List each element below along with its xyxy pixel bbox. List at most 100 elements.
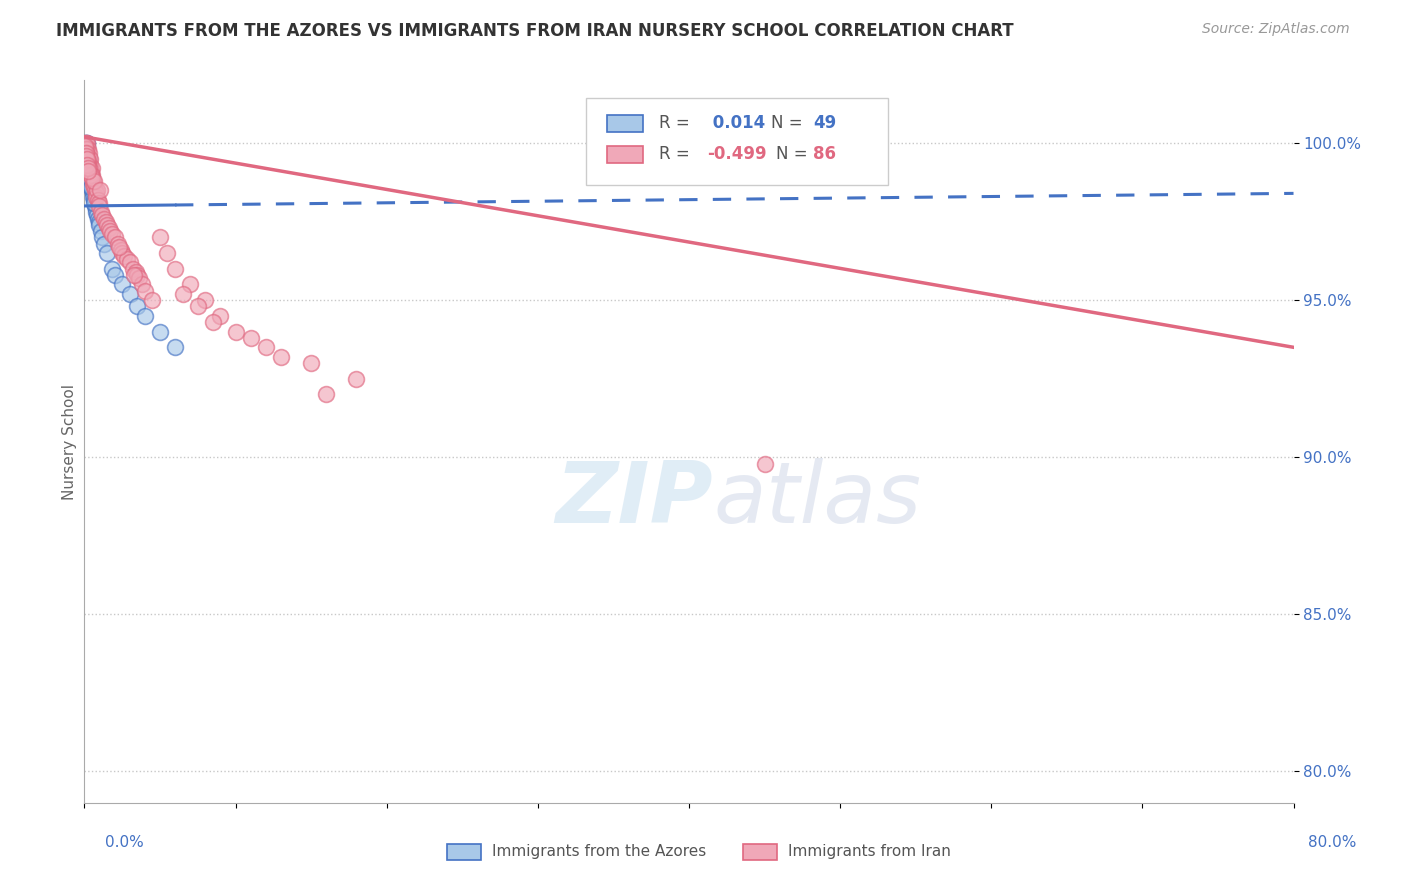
Point xyxy=(87,211,110,226)
Point xyxy=(82,174,104,188)
Text: Immigrants from Iran: Immigrants from Iran xyxy=(789,844,950,859)
Text: N =: N = xyxy=(776,145,813,163)
Point xyxy=(80,168,103,182)
Point xyxy=(76,136,98,150)
Point xyxy=(82,177,104,191)
Point xyxy=(76,142,98,156)
Point xyxy=(96,246,118,260)
Text: 80.0%: 80.0% xyxy=(1309,836,1357,850)
Point xyxy=(201,315,224,329)
Point xyxy=(239,331,262,345)
Point xyxy=(89,183,111,197)
Point xyxy=(77,149,100,163)
Point xyxy=(79,161,101,176)
Point xyxy=(79,170,101,185)
Point xyxy=(96,218,118,232)
Text: Immigrants from the Azores: Immigrants from the Azores xyxy=(492,844,706,859)
Point xyxy=(179,277,201,292)
Point xyxy=(165,261,187,276)
Point xyxy=(82,170,104,185)
Point xyxy=(128,271,150,285)
Point xyxy=(84,183,107,197)
Point xyxy=(165,340,187,354)
Point xyxy=(194,293,217,308)
Point xyxy=(94,214,117,228)
Point xyxy=(93,211,115,226)
Point xyxy=(82,186,104,201)
Point xyxy=(83,195,105,210)
Point xyxy=(80,168,103,182)
Point xyxy=(80,180,103,194)
Point xyxy=(79,168,101,182)
Y-axis label: Nursery School: Nursery School xyxy=(62,384,77,500)
Point xyxy=(91,230,114,244)
Text: R =: R = xyxy=(659,114,695,132)
Point xyxy=(76,158,98,172)
Point xyxy=(79,164,101,178)
Point xyxy=(90,205,112,219)
Point xyxy=(111,277,134,292)
Point xyxy=(115,252,138,267)
Point xyxy=(75,149,97,163)
Point xyxy=(75,142,97,156)
FancyBboxPatch shape xyxy=(607,146,643,163)
Point xyxy=(76,142,98,156)
Point xyxy=(108,240,131,254)
Point xyxy=(87,195,110,210)
Point xyxy=(80,168,103,182)
Point xyxy=(76,155,98,169)
Point xyxy=(86,208,108,222)
FancyBboxPatch shape xyxy=(586,98,889,185)
Point xyxy=(90,224,112,238)
Point xyxy=(76,152,98,166)
Point xyxy=(76,139,98,153)
Point xyxy=(172,286,194,301)
Point xyxy=(76,136,98,150)
Point xyxy=(76,142,98,156)
Point xyxy=(93,236,115,251)
Point xyxy=(83,180,105,194)
Point xyxy=(75,136,97,150)
Point xyxy=(315,387,337,401)
Point xyxy=(100,261,122,276)
Point xyxy=(118,286,141,301)
Point xyxy=(97,221,120,235)
Point xyxy=(110,243,132,257)
Point xyxy=(77,152,100,166)
Point xyxy=(89,218,111,232)
Point xyxy=(125,265,148,279)
Point xyxy=(209,309,232,323)
Point xyxy=(254,340,277,354)
Point xyxy=(127,268,149,282)
Point xyxy=(80,168,103,182)
Point xyxy=(86,189,108,203)
Point xyxy=(84,202,107,216)
FancyBboxPatch shape xyxy=(607,115,643,132)
Point xyxy=(754,457,776,471)
Point xyxy=(76,149,98,163)
Point xyxy=(75,145,97,160)
Point xyxy=(83,193,105,207)
Point xyxy=(75,136,97,150)
Point xyxy=(77,155,100,169)
Text: 0.0%: 0.0% xyxy=(105,836,145,850)
Point xyxy=(79,158,101,172)
Point xyxy=(299,356,322,370)
Point xyxy=(75,136,97,150)
Text: atlas: atlas xyxy=(713,458,921,541)
Point xyxy=(98,224,121,238)
Text: ZIP: ZIP xyxy=(555,458,713,541)
Point xyxy=(79,152,101,166)
Point xyxy=(121,261,143,276)
Point xyxy=(77,164,100,178)
Point xyxy=(107,236,129,251)
Point xyxy=(225,325,247,339)
Point xyxy=(104,230,127,244)
Point xyxy=(104,268,127,282)
Text: -0.499: -0.499 xyxy=(707,145,766,163)
Point xyxy=(156,246,179,260)
Point xyxy=(75,142,97,156)
Point xyxy=(76,152,98,166)
Point xyxy=(149,325,172,339)
Point xyxy=(89,199,111,213)
